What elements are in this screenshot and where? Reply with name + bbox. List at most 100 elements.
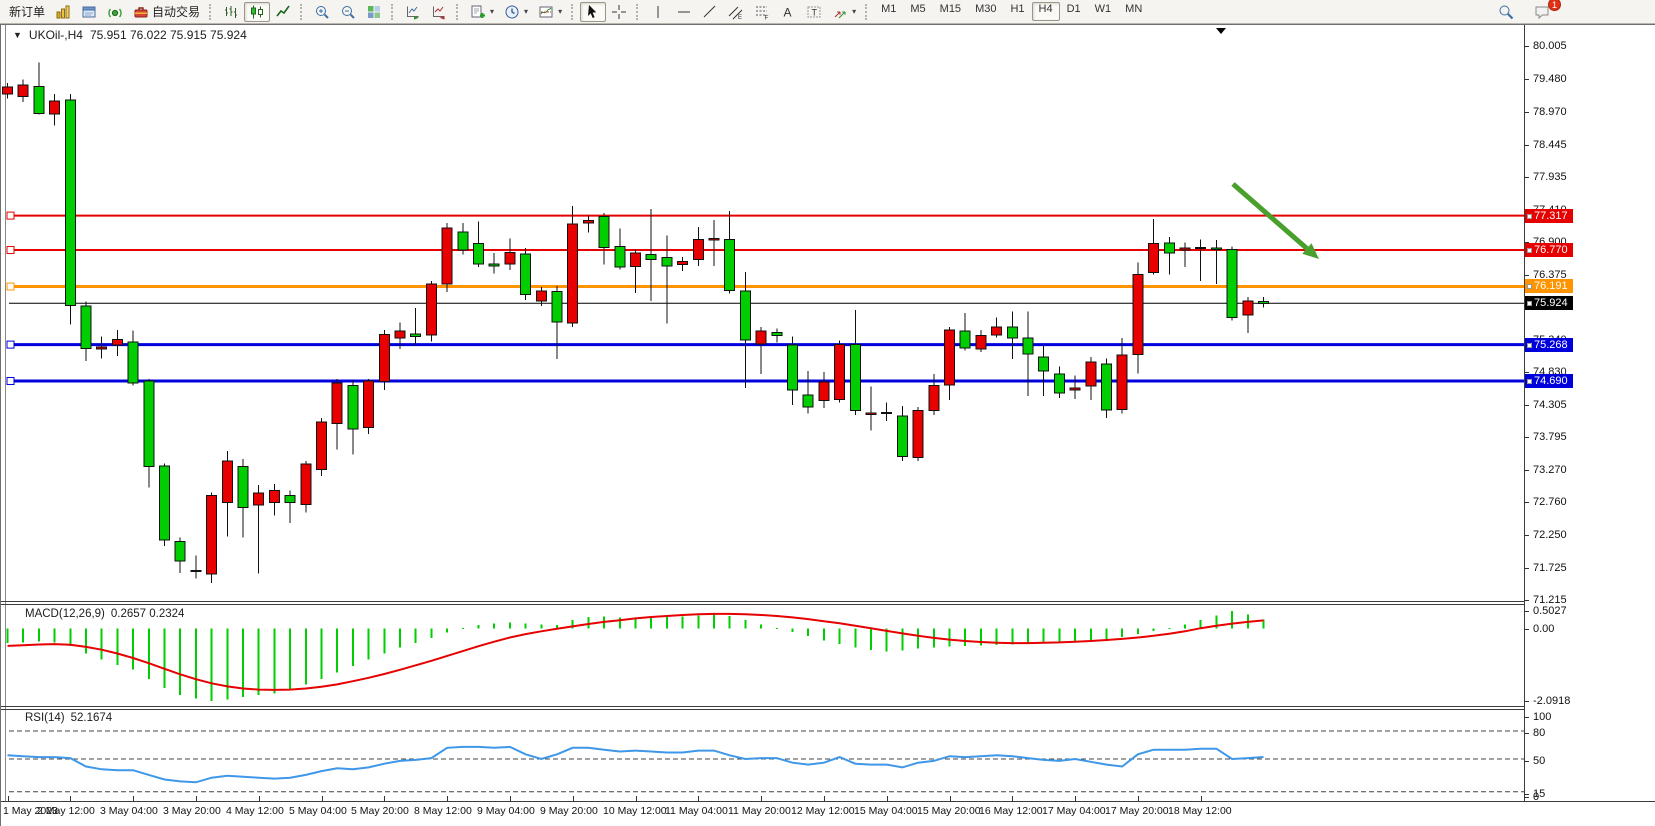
tf-h1[interactable]: H1	[1003, 2, 1031, 21]
zoom-in-icon	[314, 4, 330, 20]
bars-chart-button[interactable]	[218, 2, 244, 22]
price-tick-label: 78.970	[1533, 106, 1567, 118]
clock-icon	[504, 4, 520, 20]
search-button[interactable]	[1493, 2, 1519, 22]
button-label: H1	[1010, 3, 1025, 15]
candle-body	[928, 384, 940, 412]
tf-mn[interactable]: MN	[1118, 2, 1149, 21]
new-order-button[interactable]: 新订单	[4, 2, 50, 22]
tf-m30[interactable]: M30	[968, 2, 1003, 21]
label-icon: T	[806, 4, 822, 20]
arrow-annotation-line[interactable]	[1231, 182, 1309, 251]
candle-body	[49, 100, 61, 115]
chat-button[interactable]: 1	[1529, 0, 1561, 22]
auto-scroll-button[interactable]	[400, 2, 426, 22]
fibo-icon: F	[754, 4, 770, 20]
time-tick-label: 15 May 20:00	[917, 805, 981, 817]
navigator-button[interactable]	[102, 2, 128, 22]
label-button[interactable]: T	[801, 2, 827, 22]
rsi-tick-label: 15	[1533, 788, 1546, 800]
trendline-button[interactable]	[697, 2, 723, 22]
dropdown-arrow-icon[interactable]: ▾	[558, 7, 563, 16]
dropdown-arrow-icon[interactable]: ▾	[524, 7, 529, 16]
rsi-tick	[1524, 797, 1529, 798]
candle-body	[64, 99, 76, 306]
button-label: 新订单	[9, 5, 46, 19]
tf-m15[interactable]: M15	[933, 2, 968, 21]
candle-body	[991, 326, 1003, 336]
candle-body	[645, 253, 657, 260]
tf-m1[interactable]: M1	[874, 2, 903, 21]
data-window-button[interactable]	[76, 2, 102, 22]
chart-dropdown-icon[interactable]: ▼	[13, 30, 22, 40]
rsi-tick	[1524, 761, 1529, 762]
time-tick	[196, 796, 197, 801]
time-tick-label: 2 May 12:00	[37, 805, 95, 817]
candle-body	[316, 421, 327, 471]
zoom-out-button[interactable]	[335, 2, 361, 22]
vertical-line-button[interactable]	[645, 2, 671, 22]
line-chart-button[interactable]	[270, 2, 296, 22]
time-tick	[887, 796, 888, 801]
price-tick-label: 79.480	[1533, 73, 1567, 85]
period-button[interactable]: ▾	[499, 2, 533, 22]
chart-shift-button[interactable]	[426, 2, 452, 22]
price-tick-label: 71.725	[1533, 562, 1567, 574]
pane-separator[interactable]	[1, 601, 1524, 602]
tf-w1[interactable]: W1	[1088, 2, 1119, 21]
chart-canvas[interactable]	[1, 25, 1655, 826]
market-watch-button[interactable]	[50, 2, 76, 22]
candle-body	[787, 344, 798, 391]
tag-handle	[1527, 378, 1532, 384]
rsi-tick	[1524, 717, 1529, 718]
hline-handle[interactable]	[6, 340, 15, 349]
price-tick	[1524, 535, 1529, 536]
horizontal-line-button[interactable]	[671, 2, 697, 22]
zoom-in-button[interactable]	[309, 2, 335, 22]
candle-body	[1132, 274, 1144, 356]
tf-d1[interactable]: D1	[1060, 2, 1088, 21]
crosshair-icon	[611, 4, 627, 20]
candle-body	[1242, 300, 1254, 316]
time-tick	[384, 796, 385, 801]
hline-handle[interactable]	[6, 377, 15, 385]
indicators-button[interactable]: ▾	[533, 2, 567, 22]
toolbar-separator	[300, 3, 305, 20]
price-tick	[1524, 79, 1529, 80]
time-tick	[1012, 796, 1013, 801]
new-chart-button[interactable]: ▾	[465, 2, 499, 22]
fibonacci-button[interactable]: F	[749, 2, 775, 22]
tf-m5[interactable]: M5	[903, 2, 932, 21]
candle-body	[1226, 248, 1238, 318]
rsi-tick-label: 50	[1533, 755, 1546, 767]
button-label: MN	[1125, 3, 1143, 15]
autotrading-button[interactable]: 自动交易	[128, 2, 205, 22]
pane-separator[interactable]	[1, 706, 1524, 707]
candle-body	[96, 346, 108, 350]
macd-indicator-name: MACD(12,26,9)	[25, 608, 105, 620]
chart-window[interactable]: ▼ UKOil-,H4 75.951 76.022 75.915 75.924 …	[0, 24, 1655, 826]
time-axis-border	[1, 801, 1655, 802]
hline-handle[interactable]	[6, 211, 15, 220]
hline-handle[interactable]	[6, 246, 15, 254]
dropdown-arrow-icon[interactable]: ▾	[490, 7, 495, 16]
candle-body	[755, 330, 767, 345]
tf-h4[interactable]: H4	[1031, 2, 1060, 21]
candles-chart-button[interactable]	[244, 1, 271, 22]
time-tick-label: 5 May 04:00	[289, 805, 347, 817]
hline-handle[interactable]	[6, 282, 15, 291]
button-label: W1	[1094, 3, 1112, 15]
arrow-annotation-head[interactable]	[1302, 243, 1319, 259]
dropdown-arrow-icon[interactable]: ▾	[852, 7, 857, 16]
bars-icon	[223, 4, 239, 20]
crosshair-button[interactable]	[606, 2, 632, 22]
price-tick-label: 78.445	[1533, 139, 1567, 151]
auto-scroll-icon	[405, 4, 421, 20]
cursor-button[interactable]	[580, 1, 607, 22]
button-label: D1	[1066, 3, 1081, 15]
channel-button[interactable]: E	[723, 2, 749, 22]
tile-windows-button[interactable]	[361, 2, 387, 22]
toolbar-separator	[456, 3, 461, 20]
text-button[interactable]: A	[775, 2, 801, 22]
arrows-button[interactable]: ▾	[827, 2, 861, 22]
